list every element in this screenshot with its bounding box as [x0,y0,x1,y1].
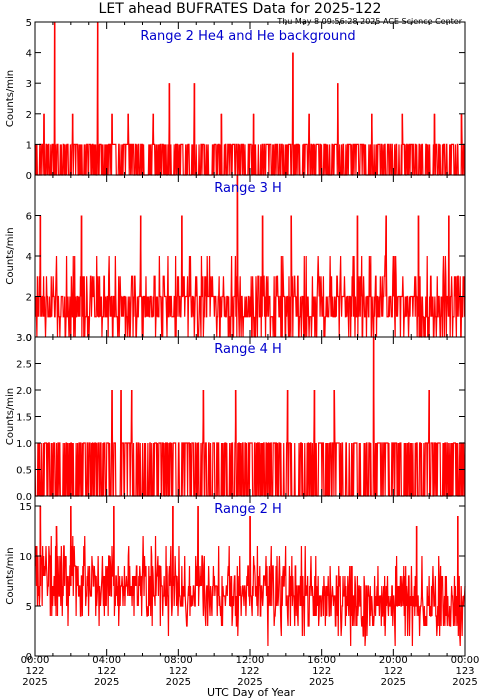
x-tick-day: 122 [169,666,188,677]
x-tick-time: 20:00 [379,655,408,666]
y-tick-label: 0 [26,333,32,344]
y-tick-label: 2 [26,110,32,121]
y-tick-label: 2.0 [16,386,32,397]
y-tick-label: 6 [26,212,32,223]
x-tick-time: 16:00 [307,655,336,666]
series-line [34,174,466,338]
y-tick-label: 0 [26,652,32,663]
x-tick-day: 122 [312,666,331,677]
y-tick-label: 4 [26,49,32,60]
x-axis-ticks: 00:00122202504:00122202508:00122202512:0… [21,655,479,688]
x-tick-day: 122 [240,666,259,677]
x-tick-time: 00:00 [451,655,479,666]
x-tick-day: 122 [25,666,44,677]
y-axis-label: Counts/min [5,70,16,127]
y-tick-label: 1 [26,140,32,151]
y-tick-label: 2 [26,293,32,304]
x-tick-year: 2025 [452,677,477,688]
panel-label: Range 2 He4 and He background [140,29,355,44]
x-tick-year: 2025 [381,677,406,688]
y-axis-label: Counts/min [5,227,16,284]
y-tick-label: 0.0 [16,492,32,503]
x-tick-year: 2025 [237,677,262,688]
y-tick-label: 2.5 [16,360,32,371]
y-tick-label: 15 [19,502,32,513]
y-tick-label: 5 [26,602,32,613]
x-tick-time: 04:00 [92,655,121,666]
y-tick-label: 5 [26,18,32,29]
panel-label: Range 2 H [214,502,282,517]
x-tick-year: 2025 [22,677,47,688]
x-tick-day: 123 [455,666,474,677]
x-tick-time: 00:00 [21,655,50,666]
x-tick-year: 2025 [94,677,119,688]
x-tick-time: 08:00 [164,655,193,666]
y-axis-label: Counts/min [5,547,16,604]
y-tick-label: 1.5 [16,413,32,424]
panel-4: 0 5 10 15 Counts/min Range 2 H [5,495,466,663]
x-tick-time: 12:00 [236,655,265,666]
y-axis-label: Counts/min [5,388,16,445]
y-tick-label: 4 [26,252,32,263]
y-tick-label: 0 [26,171,32,182]
x-tick-year: 2025 [309,677,334,688]
y-tick-label: 0.5 [16,466,32,477]
y-tick-label: 3 [26,79,32,90]
x-tick-year: 2025 [166,677,191,688]
y-tick-label: 3.0 [16,333,32,344]
series-line [34,336,466,497]
x-axis-label: UTC Day of Year [207,686,295,699]
figure-title: LET ahead BUFRATES Data for 2025-122 [99,1,382,17]
y-tick-label: 1.0 [16,439,32,450]
panels-group: 0 1 2 3 4 5 Counts/min Range 2 He4 and He backg… [5,18,466,663]
panel-1: 0 1 2 3 4 5 Counts/min Range 2 He4 and He backg… [5,18,466,182]
x-tick-day: 122 [384,666,403,677]
panel-label: Range 3 H [214,181,282,196]
panel-label: Range 4 H [214,342,282,357]
y-tick-label: 10 [19,552,32,563]
x-tick-day: 122 [97,666,116,677]
